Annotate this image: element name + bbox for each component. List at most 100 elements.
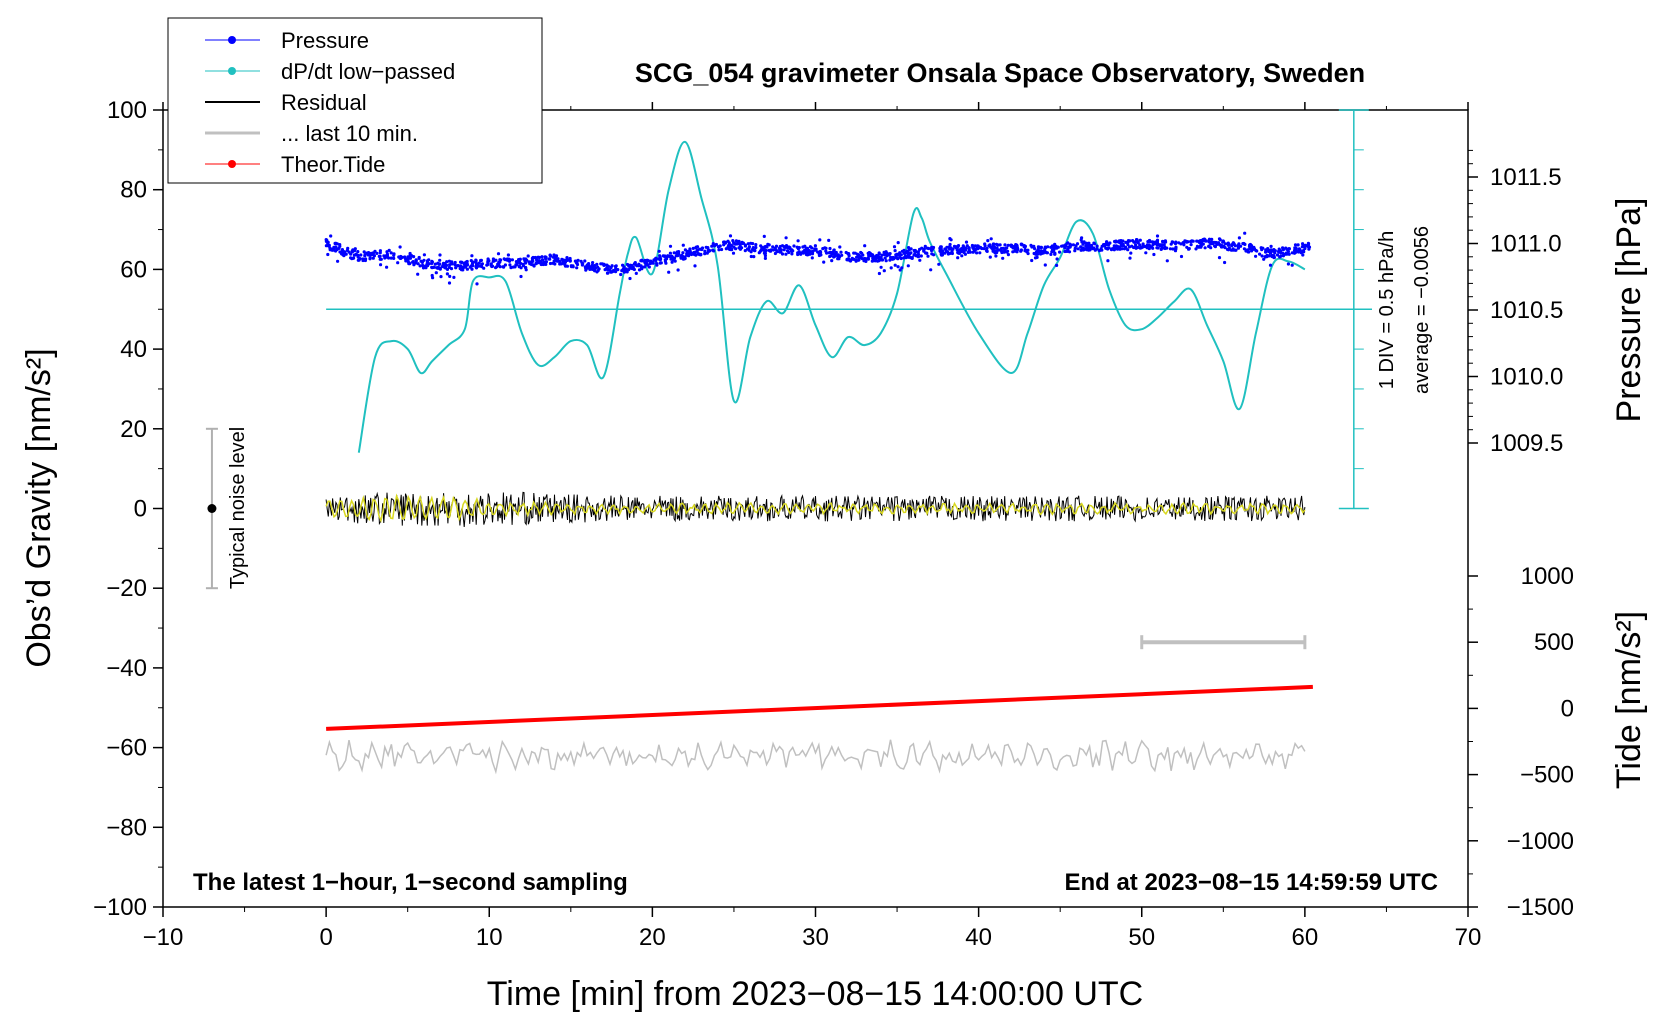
pressure-point [838,255,842,259]
legend-box [167,17,543,184]
pressure-point [978,251,982,255]
pressure-point [369,253,373,257]
pressure-point [760,245,764,249]
pressure-point [867,253,871,257]
pressure-point [1286,250,1290,254]
pressure-point [531,255,535,260]
pressure-point [1074,244,1078,248]
pressure-point [418,264,422,268]
pressure-point [1179,254,1184,259]
pressure-point [1250,249,1254,253]
pressure-point [1221,240,1225,244]
pressure-point [1234,248,1238,252]
pressure-point [956,250,960,255]
pressure-point [862,259,866,263]
pressure-point [667,270,671,274]
noise-bar [205,427,218,590]
pressure-point [406,260,410,264]
pressure-point [1303,243,1307,247]
pressure-point [437,262,442,266]
pressure-point [852,257,856,261]
pressure-tick-label: 1010.0 [1490,364,1563,391]
pressure-point [491,259,495,263]
y-tick-label: −40 [106,655,147,682]
pressure-point [1231,247,1235,251]
pressure-point [662,254,667,258]
pressure-point [655,262,659,266]
pressure-point [691,246,695,250]
pressure-point [366,252,370,256]
y-axis-pressure: 1011.5 1011.0 1010.5 1010.0 1009.5 [1468,149,1563,457]
pressure-point [889,266,893,270]
pressure-point [412,255,416,259]
pressure-point [408,254,412,258]
pressure-point [900,266,904,270]
pressure-point [687,254,691,258]
x-tick-label: 10 [476,924,503,951]
pressure-point [1300,245,1304,249]
pressure-point [456,264,460,268]
pressure-point [1085,247,1089,251]
pressure-point [1242,247,1246,251]
pressure-point [973,247,978,252]
pressure-point [871,255,875,259]
pressure-point [1011,246,1015,250]
pressure-point [1131,239,1135,243]
pressure-point [980,246,984,251]
pressure-point [1003,243,1007,247]
pressure-point [752,248,756,252]
pressure-point [1307,245,1312,249]
pressure-point [602,263,606,267]
pressure-point [509,265,513,269]
pressure-point [392,256,396,260]
pressure-point [622,265,626,269]
pressure-point [508,263,512,267]
pressure-point [906,250,910,254]
legend-label: dP/dt low−passed [281,59,455,84]
pressure-point [950,251,955,256]
pressure-point [1147,238,1152,243]
pressure-point [452,275,456,279]
pressure-point [985,246,989,250]
pressure-point [329,234,333,238]
pressure-point [973,244,977,248]
pressure-point [873,259,877,263]
pressure-point [471,260,475,264]
pressure-point [1121,239,1125,243]
pressure-point [411,260,415,264]
tide-tick-label: 0 [1561,695,1574,722]
pressure-point [1129,251,1133,255]
pressure-point [945,245,949,249]
pressure-point [902,251,906,255]
pressure-point [1009,243,1013,247]
pressure-point [728,234,733,238]
pressure-point [1225,247,1230,251]
pressure-point [693,264,697,268]
y-axis-tide-title: Tide [nm/s²] [1610,611,1648,789]
pressure-point [773,251,778,256]
pressure-point [447,281,452,285]
pressure-point [757,251,761,255]
pressure-point [1162,243,1166,247]
pressure-point [568,259,572,263]
pressure-point [948,237,952,241]
pressure-point [731,239,735,243]
pressure-point [677,252,681,256]
pressure-point [791,249,795,253]
pressure-point [1001,256,1005,260]
pressure-point [486,260,490,264]
pressure-point [508,258,512,262]
pressure-point [888,258,892,262]
pressure-point [1034,252,1038,256]
pressure-point [937,262,941,266]
pressure-point [694,253,698,257]
pressure-point [1223,246,1227,250]
pressure-point [649,261,653,265]
pressure-point [523,265,528,270]
pressure-point [728,247,732,252]
x-axis: −10 0 10 20 30 40 50 60 70 [143,102,1481,951]
legend-marker [228,67,236,75]
pressure-point [1100,248,1104,252]
pressure-point [727,241,731,245]
y-tick-label: 100 [107,97,147,124]
